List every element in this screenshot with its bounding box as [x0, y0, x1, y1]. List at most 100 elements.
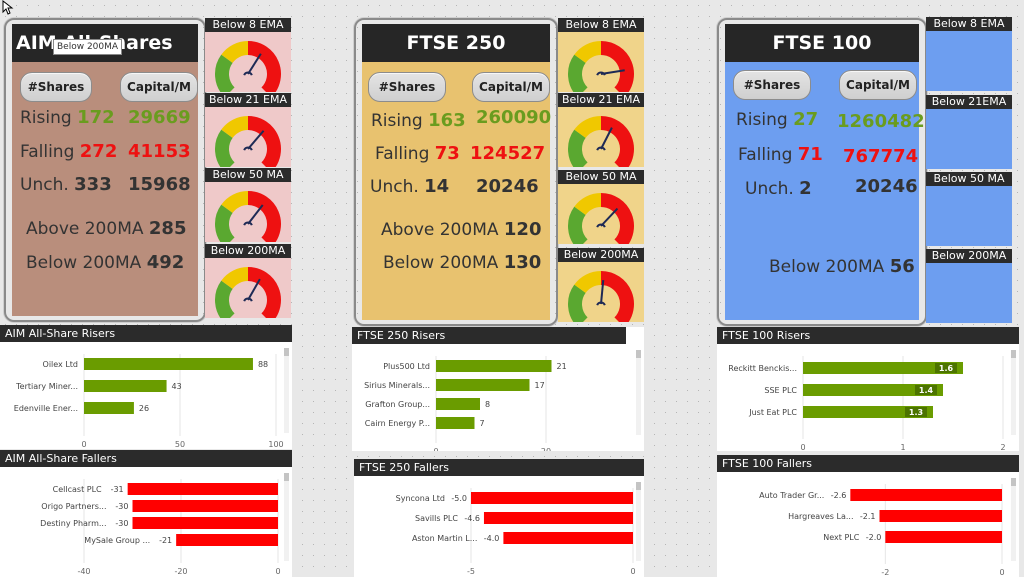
ftse100-capital-button[interactable]: Capital/M: [839, 70, 917, 100]
gauge-segment: [574, 271, 602, 294]
bar: [483, 512, 633, 524]
gauge-segment: [221, 116, 249, 139]
category-label: Oilex Ltd: [43, 360, 78, 369]
bar: [885, 531, 1002, 543]
gauge-dial-icon: [215, 267, 281, 318]
bar: [132, 500, 278, 512]
gauge-label: Below 21 EMA: [558, 93, 644, 107]
scrollbar-track: [636, 482, 641, 561]
aim-falling-row: Falling 272: [20, 141, 117, 162]
axis-tick-label: -2: [881, 568, 889, 577]
ftse100-risers-chart[interactable]: FTSE 100 Risers 0 1 2 Reckitt Benckis... 1.6…: [717, 327, 1019, 451]
above-200ma-value: 285: [148, 218, 187, 239]
gauge-needle: [600, 280, 605, 305]
scrollbar-thumb: [636, 350, 641, 358]
gauge-segment: [600, 116, 634, 167]
axis-tick-label: 20: [541, 447, 551, 451]
ftse100-card-title: FTSE 100: [725, 24, 919, 62]
bar: [127, 483, 279, 495]
aim-falling-capital: 41153: [128, 141, 191, 162]
scrollbar-thumb: [1011, 478, 1016, 486]
rising-label: Rising: [371, 111, 423, 131]
above-200ma-label: Above 200MA: [26, 219, 144, 239]
data-label: 1.4: [919, 386, 934, 395]
scrollbar-thumb: [1011, 350, 1016, 358]
axis-tick-label: 0: [999, 568, 1004, 577]
ftse250-fallers-chart[interactable]: FTSE 250 Fallers -5 0 Syncona Ltd -5.0 Savil…: [354, 459, 644, 577]
category-label: MySale Group ...: [84, 536, 150, 545]
ftse100-summary-card[interactable]: FTSE 100 #Shares Capital/M Rising 27 126…: [717, 18, 927, 326]
axis-tick-label: 0: [275, 567, 280, 576]
unch-label: Unch.: [745, 179, 794, 199]
gauge-panel: Below 21 EMA: [558, 93, 644, 167]
data-label: -2.1: [860, 512, 876, 521]
ftse250-falling-count: 73: [434, 143, 460, 164]
aim-unch-count: 333: [74, 174, 112, 195]
data-label-box: [905, 407, 927, 417]
aim-fallers-chart[interactable]: AIM All-Share Fallers -40 -20 0 Cellcast PL…: [0, 450, 292, 577]
category-label: Reckitt Benckis...: [728, 364, 797, 373]
gauge-segment: [574, 116, 602, 139]
ftse250-below-200ma-value: 130: [503, 252, 542, 273]
gauge-segment: [568, 206, 588, 244]
gauge-label: Below 200MA: [205, 244, 291, 258]
gauge-hub: [596, 301, 606, 306]
falling-label: Falling: [20, 142, 75, 162]
gauge-dial-icon: [568, 193, 634, 244]
chart-title: FTSE 250 Risers: [352, 327, 626, 344]
data-label: 26: [139, 404, 149, 413]
ftse250-falling-capital: 124527: [470, 143, 546, 164]
aim-summary-card[interactable]: AIM All-Shares #Shares Capital/M Rising …: [4, 18, 206, 322]
ftse100-falling-capital: 767774: [843, 146, 919, 167]
data-label: -4.6: [464, 514, 480, 523]
gauge-segment: [221, 267, 249, 290]
ftse250-shares-button[interactable]: #Shares: [368, 72, 446, 102]
ftse100-shares-button[interactable]: #Shares: [733, 70, 811, 100]
ftse250-capital-button[interactable]: Capital/M: [472, 72, 550, 102]
ftse100-fallers-chart[interactable]: FTSE 100 Fallers -2 0 Auto Trader Gr... -2.…: [717, 455, 1019, 577]
gauge-segment: [215, 204, 235, 242]
bar: [850, 489, 1002, 501]
gauge-segment: [600, 41, 634, 92]
gauge-hub: [596, 71, 606, 76]
gauge-panel: Below 8 EMA: [558, 18, 644, 92]
ftse250-unch-capital: 20246: [476, 176, 539, 197]
bar: [436, 379, 530, 391]
gauge-hub: [596, 146, 606, 151]
data-label: -30: [115, 519, 128, 528]
aim-rising-row: Rising 172: [20, 107, 115, 128]
bar-chart-plot: 0 20 Plus500 Ltd 21 Sirius Minerals... 17 Graf…: [364, 350, 641, 451]
gauge-label: Below 21 EMA: [205, 93, 291, 107]
ftse100-unch-count: 2: [799, 178, 812, 199]
category-label: SSE PLC: [764, 386, 797, 395]
category-label: Aston Martin L...: [412, 534, 477, 543]
ftse100-below-200ma-value: 56: [889, 256, 915, 277]
axis-tick-label: -5: [467, 567, 475, 576]
ftse250-risers-chart[interactable]: FTSE 250 Risers 0 20 Plus500 Ltd 21 Sirius M…: [352, 327, 644, 451]
chart-title: AIM All-Share Fallers: [0, 450, 292, 467]
gauge-segment: [221, 41, 249, 64]
gauge-segment: [215, 54, 235, 92]
bar: [436, 360, 552, 372]
bar-chart-plot: 0 50 100 Oilex Ltd 88 Tertiary Miner... 43 Eden…: [14, 348, 289, 449]
aim-risers-chart[interactable]: AIM All-Share Risers 0 50 100 Oilex Ltd 88 Te…: [0, 325, 292, 449]
data-label: 1.6: [939, 364, 954, 373]
axis-tick-label: 50: [175, 440, 185, 449]
bar: [84, 380, 167, 392]
gauge-dial-icon: [215, 116, 281, 167]
data-label-box: [915, 385, 937, 395]
gauge-needle: [600, 207, 619, 227]
gauge-panel: Below 50 MA: [558, 170, 644, 244]
data-label: -30: [115, 502, 128, 511]
rising-label: Rising: [20, 108, 72, 128]
ftse250-summary-card[interactable]: FTSE 250 #Shares Capital/M Rising 163 26…: [354, 18, 558, 326]
chart-title: FTSE 250 Fallers: [354, 459, 644, 476]
aim-capital-button[interactable]: Capital/M: [120, 72, 198, 102]
ftse250-above-200ma-value: 120: [503, 219, 542, 240]
gauge-label: Below 200MA: [926, 249, 1012, 263]
gauge-segment: [247, 267, 281, 318]
gauge-segment: [568, 284, 588, 322]
aim-shares-button[interactable]: #Shares: [20, 72, 92, 102]
axis-tick-label: 1: [900, 443, 905, 451]
gauge-panel: Below 50 MA: [926, 172, 1012, 246]
